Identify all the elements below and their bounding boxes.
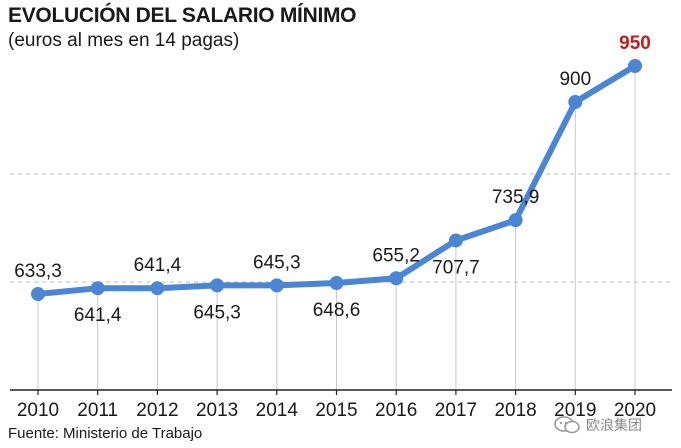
data-label: 645,3 bbox=[193, 302, 241, 323]
data-label: 633,3 bbox=[14, 261, 62, 282]
x-tick-label: 2020 bbox=[614, 400, 656, 421]
drop-lines bbox=[37, 66, 636, 390]
data-point bbox=[210, 278, 225, 293]
watermark-text: 欧浪集团 bbox=[586, 417, 642, 433]
data-point bbox=[90, 281, 105, 296]
data-label: 707,7 bbox=[432, 257, 480, 278]
x-tick-label: 2016 bbox=[375, 400, 417, 421]
x-tick-label: 2010 bbox=[17, 400, 59, 421]
data-label: 900 bbox=[559, 69, 591, 90]
x-tick-label: 2011 bbox=[77, 400, 118, 421]
data-points bbox=[31, 59, 642, 302]
data-label: 950 bbox=[619, 33, 651, 54]
x-tick-label: 2014 bbox=[256, 400, 299, 421]
data-label: 645,3 bbox=[253, 252, 301, 273]
data-point bbox=[31, 287, 45, 302]
data-point bbox=[269, 278, 284, 293]
series-line bbox=[35, 63, 638, 297]
data-label: 648,6 bbox=[313, 300, 361, 321]
x-tick-label: 2013 bbox=[196, 400, 238, 421]
data-labels: 633,3 641,4 641,4 645,3 645,3 648,6 655,2 707,7… bbox=[14, 33, 651, 326]
x-tick-label: 2015 bbox=[315, 400, 357, 421]
watermark: 欧浪集团 bbox=[553, 415, 642, 435]
data-label: 641,4 bbox=[74, 305, 122, 326]
data-point bbox=[508, 213, 523, 228]
chart-title: EVOLUCIÓN DEL SALARIO MÍNIMO bbox=[8, 4, 357, 27]
data-point bbox=[448, 233, 463, 248]
data-point bbox=[150, 281, 165, 296]
x-tick-marks bbox=[37, 390, 636, 395]
data-point bbox=[329, 276, 344, 291]
x-tick-label: 2017 bbox=[435, 400, 477, 421]
chart-subtitle: (euros al mes en 14 pagas) bbox=[8, 30, 240, 51]
x-tick-label: 2012 bbox=[136, 400, 178, 421]
source-note: Fuente: Ministerio de Trabajo bbox=[8, 425, 203, 442]
wechat-icon bbox=[554, 416, 580, 434]
data-label: 655,2 bbox=[372, 245, 420, 266]
data-label: 641,4 bbox=[134, 255, 182, 276]
x-tick-label: 2019 bbox=[554, 400, 596, 421]
data-label: 735,9 bbox=[492, 187, 540, 208]
data-point bbox=[628, 59, 642, 73]
x-tick-label: 2018 bbox=[494, 400, 536, 421]
data-point bbox=[568, 95, 583, 109]
x-tick-labels: 2010 2011 2012 2013 2014 2015 2016 2017 2018 2019… bbox=[17, 400, 656, 421]
data-point bbox=[389, 271, 404, 286]
